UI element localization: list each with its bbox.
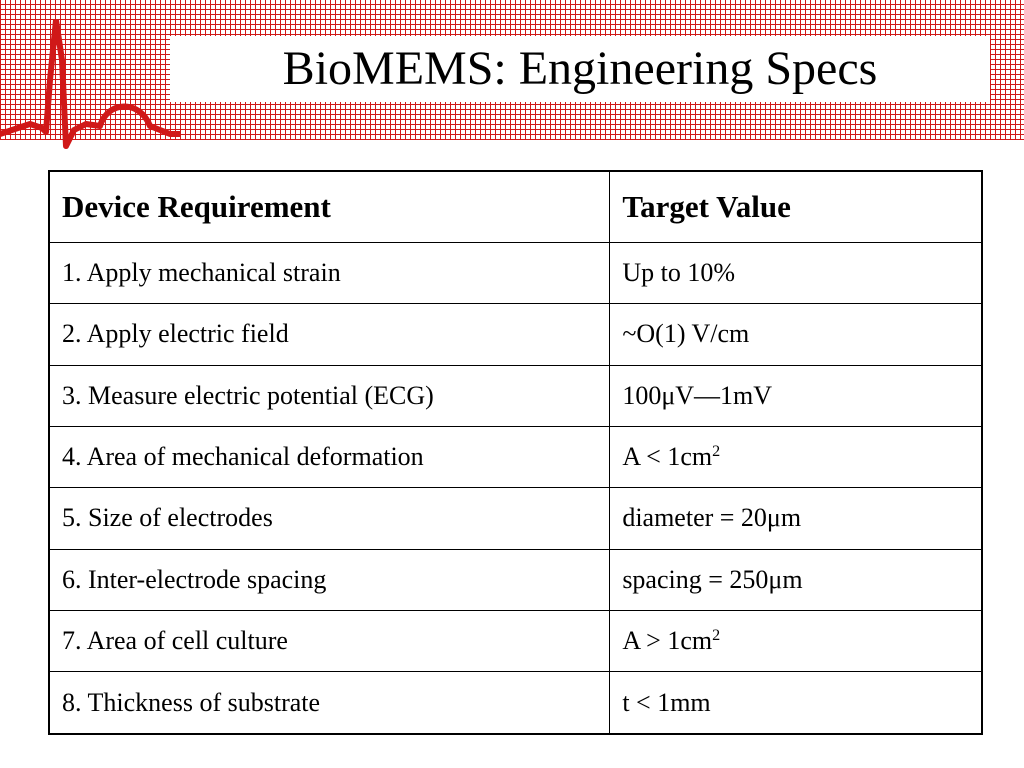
table-body: 1. Apply mechanical strain Up to 10% 2. Ap… xyxy=(48,241,983,735)
table-row: 7. Area of cell culture A > 1cm2 xyxy=(48,609,983,673)
requirement-cell: 3. Measure electric potential (ECG) xyxy=(48,364,611,427)
target-value-text: A > 1cm xyxy=(622,626,713,656)
target-value-text: ~O(1) V/cm xyxy=(622,319,750,349)
ecg-waveform-icon xyxy=(0,20,180,149)
table-row: 1. Apply mechanical strain Up to 10% xyxy=(48,241,983,305)
requirement-cell: 1. Apply mechanical strain xyxy=(48,241,611,305)
table-row: 6. Inter-electrode spacing spacing = 250μ… xyxy=(48,548,983,611)
column-header-requirement: Device Requirement xyxy=(48,170,611,243)
table-row: 5. Size of electrodes diameter = 20μm xyxy=(48,487,983,550)
table-row: 8. Thickness of substrate t < 1mm xyxy=(48,671,983,735)
target-value-text: diameter = 20μm xyxy=(622,503,802,533)
target-value-text: 100μV—1mV xyxy=(622,380,773,410)
table-row: 3. Measure electric potential (ECG) 100μV… xyxy=(48,364,983,427)
target-value-text: spacing = 250μm xyxy=(622,564,803,594)
requirement-cell: 6. Inter-electrode spacing xyxy=(48,548,611,611)
unit-superscript: 2 xyxy=(712,443,721,461)
specs-table: Device Requirement Target Value 1. Apply… xyxy=(48,170,983,735)
table-header-row: Device Requirement Target Value xyxy=(48,170,983,243)
unit-superscript: 2 xyxy=(712,627,721,645)
target-value-cell: 100μV—1mV xyxy=(609,364,983,427)
target-value-cell: diameter = 20μm xyxy=(609,487,983,550)
requirement-cell: 2. Apply electric field xyxy=(48,303,611,366)
target-value-text: Up to 10% xyxy=(622,258,735,288)
requirement-cell: 7. Area of cell culture xyxy=(48,609,611,673)
requirement-cell: 5. Size of electrodes xyxy=(48,487,611,550)
table-row: 2. Apply electric field ~O(1) V/cm xyxy=(48,303,983,366)
target-value-cell: Up to 10% xyxy=(609,241,983,305)
requirement-cell: 8. Thickness of substrate xyxy=(48,671,611,735)
target-value-cell: A > 1cm2 xyxy=(609,609,983,673)
table-row: 4. Area of mechanical deformation A < 1cm… xyxy=(48,425,983,489)
target-value-cell: ~O(1) V/cm xyxy=(609,303,983,366)
column-header-target: Target Value xyxy=(609,170,983,243)
target-value-cell: spacing = 250μm xyxy=(609,548,983,611)
title-box: BioMEMS: Engineering Specs xyxy=(170,36,990,102)
target-value-cell: t < 1mm xyxy=(609,671,983,735)
requirement-cell: 4. Area of mechanical deformation xyxy=(48,425,611,489)
target-value-text: A < 1cm xyxy=(622,442,713,472)
target-value-text: t < 1mm xyxy=(622,687,711,717)
target-value-cell: A < 1cm2 xyxy=(609,425,983,489)
slide-title: BioMEMS: Engineering Specs xyxy=(282,42,878,95)
